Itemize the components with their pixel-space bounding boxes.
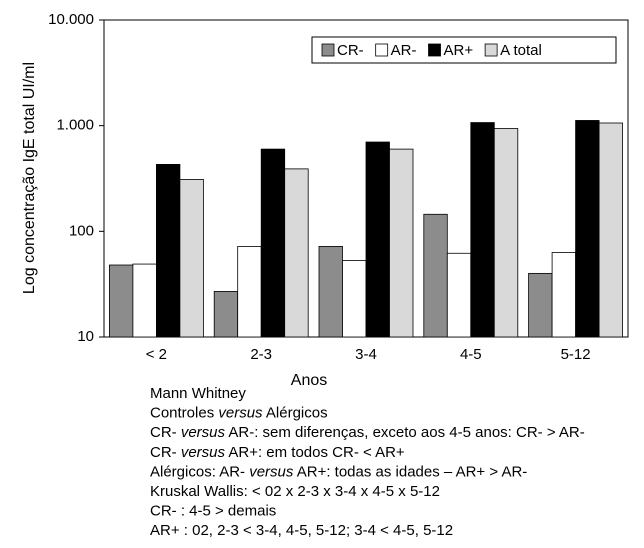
- bar: [237, 246, 262, 338]
- legend-swatch: [484, 43, 498, 57]
- note-segment: AR+ : 02, 2-3 < 3-4, 4-5, 5-12; 3-4 < 4-…: [150, 522, 453, 539]
- y-axis-title: Log concentração IgE total UI/ml: [21, 62, 38, 294]
- bar: [365, 141, 390, 338]
- legend-label: AR-: [391, 42, 417, 59]
- bar: [551, 252, 576, 338]
- bar: [155, 163, 181, 338]
- legend-swatch: [428, 43, 441, 57]
- legend-box: [311, 36, 617, 64]
- note-segment: versus: [181, 444, 226, 461]
- note-segment: AR+: em todos CR- < AR+: [225, 444, 405, 461]
- note-line: CR- versus AR-: sem diferenças, exceto a…: [150, 424, 585, 441]
- note-line: CR- versus AR+: em todos CR- < AR+: [150, 444, 405, 461]
- y-tick-label: 100: [69, 222, 94, 239]
- y-tick-label: 1.000: [56, 117, 94, 134]
- note-segment: Kruskal Wallis: < 02 x 2-3 x 3-4 x 4-5 x…: [150, 483, 440, 500]
- y-tick-label: 10.000: [48, 11, 94, 28]
- note-line: AR+ : 02, 2-3 < 3-4, 4-5, 5-12; 3-4 < 4-…: [150, 522, 453, 539]
- note-segment: Alérgicos: AR-: [150, 463, 249, 480]
- x-tick-label: 4-5: [460, 346, 482, 363]
- bar: [132, 263, 157, 338]
- note-segment: CR-: [150, 444, 181, 461]
- x-tick-label: 2-3: [250, 346, 272, 363]
- legend-swatch: [321, 43, 335, 57]
- bar: [423, 213, 448, 338]
- note-segment: Controles: [150, 405, 218, 422]
- x-axis-title: Anos: [291, 372, 327, 389]
- note-line: CR- : 4-5 > demais: [150, 503, 276, 520]
- note-segment: versus: [181, 424, 226, 441]
- note-segment: Alérgicos: [263, 405, 328, 422]
- note-segment: versus: [249, 463, 294, 480]
- note-segment: AR-: sem diferenças, exceto aos 4-5 anos…: [225, 424, 585, 441]
- note-line: Mann Whitney: [150, 385, 246, 402]
- note-line: Alérgicos: AR- versus AR+: todas as idad…: [150, 463, 527, 480]
- bar: [109, 264, 134, 338]
- note-segment: CR- : 4-5 > demais: [150, 503, 276, 520]
- bar: [318, 246, 343, 338]
- bar: [493, 128, 519, 338]
- x-tick-label: 3-4: [355, 346, 377, 363]
- bar: [213, 291, 239, 338]
- bar: [575, 120, 600, 338]
- legend-label: AR+: [444, 42, 474, 59]
- legend-label: CR-: [337, 42, 364, 59]
- x-tick-label: 5-12: [561, 346, 591, 363]
- note-segment: versus: [218, 405, 263, 422]
- x-tick-label: < 2: [146, 346, 167, 363]
- note-segment: AR+: todas as idades – AR+ > AR-: [293, 463, 527, 480]
- note-line: Controles versus Alérgicos: [150, 405, 328, 422]
- bar: [598, 122, 623, 338]
- bar: [179, 179, 204, 338]
- bar: [284, 168, 309, 338]
- y-tick-label: 10: [77, 328, 94, 345]
- bar: [342, 260, 367, 338]
- note-segment: Mann Whitney: [150, 385, 246, 402]
- bar: [470, 122, 495, 338]
- note-segment: CR-: [150, 424, 181, 441]
- bar: [528, 272, 553, 338]
- legend-label: A total: [500, 42, 542, 59]
- bar: [446, 252, 472, 338]
- note-line: Kruskal Wallis: < 02 x 2-3 x 3-4 x 4-5 x…: [150, 483, 440, 500]
- bar: [260, 148, 286, 338]
- legend-swatch: [375, 43, 389, 57]
- bar: [389, 148, 414, 338]
